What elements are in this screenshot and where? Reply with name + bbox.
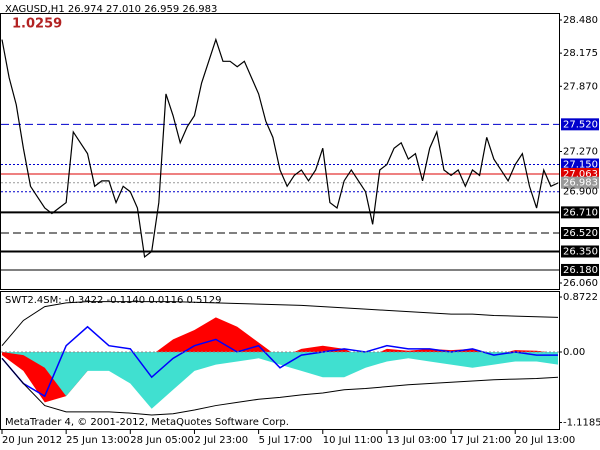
x-tick-label: 13 Jul 03:00	[387, 435, 447, 446]
indicator-line	[1, 357, 559, 416]
footer-copyright: MetaTrader 4, © 2001-2012, MetaQuotes So…	[5, 417, 289, 428]
level-label: 26.350	[563, 246, 598, 257]
price-line	[1, 37, 559, 259]
x-tick-label: 25 Jun 13:00	[66, 435, 130, 446]
y-tick-label: 0.00	[563, 347, 585, 358]
x-tick-label: 10 Jul 11:00	[323, 435, 383, 446]
indicator-area	[2, 351, 558, 409]
level-box	[561, 227, 599, 240]
level-label: 26.180	[563, 265, 598, 276]
level-label: 27.520	[563, 119, 598, 130]
indicator-line	[1, 325, 558, 398]
x-tick-label: 5 Jul 17:00	[259, 435, 313, 446]
level-box	[561, 206, 599, 219]
level-label: 26.983	[563, 178, 598, 189]
level-box	[561, 158, 599, 171]
x-tick-label: 20 Jun 2012	[2, 435, 62, 446]
price-title: XAGUSD,H1 26.974 27.010 26.959 26.983	[5, 4, 217, 15]
level-label: 26.900	[563, 187, 598, 198]
indicator-title: SWT2.4SM: -0.3422 -0.1140 0.0116 0.5129	[5, 295, 221, 306]
x-tick-label: 28 Jun 05:00	[130, 435, 194, 446]
level-box	[561, 263, 599, 276]
y-tick-label: 28.480	[563, 15, 598, 26]
x-tick-label: 17 Jul 21:00	[451, 435, 511, 446]
y-tick-label: 0.8722	[563, 292, 598, 303]
level-label: 27.150	[563, 160, 598, 171]
level-box	[561, 245, 599, 258]
price-annotation: 1.0259	[12, 17, 62, 32]
x-tick-label: 2 Jul 23:00	[194, 435, 248, 446]
level-label: 26.710	[563, 207, 598, 218]
level-label: 27.063	[563, 169, 598, 180]
level-box	[561, 118, 599, 131]
level-box	[561, 176, 599, 189]
y-tick-label: 27.870	[563, 81, 598, 92]
indicator-frame	[0, 291, 560, 430]
x-tick-label: 20 Jul 13:00	[515, 435, 575, 446]
indicator-line	[1, 301, 559, 347]
y-tick-label: 28.175	[563, 48, 598, 59]
y-tick-label: -1.1185	[563, 417, 600, 428]
y-tick-label: 27.270	[563, 147, 598, 158]
level-label: 26.520	[563, 228, 598, 239]
y-tick-label: 26.060	[563, 278, 598, 289]
